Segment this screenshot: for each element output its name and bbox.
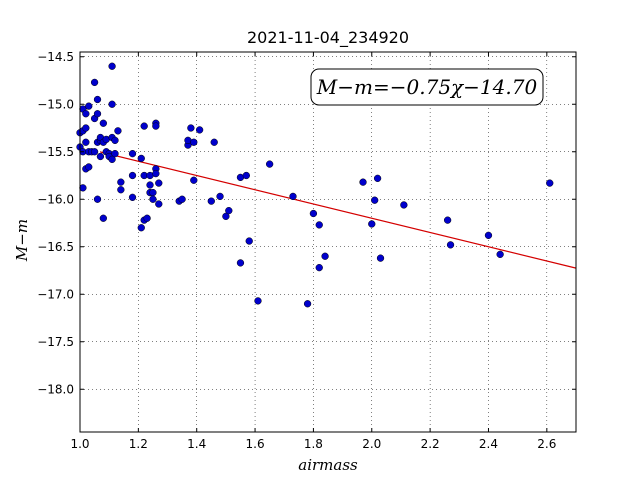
data-point: [546, 179, 554, 187]
data-point: [155, 179, 163, 187]
data-point: [85, 102, 93, 110]
x-axis-label: airmass: [298, 456, 358, 474]
y-tick-label: −15.0: [37, 97, 74, 111]
data-point: [376, 254, 385, 262]
y-axis-label: M−m: [13, 219, 31, 262]
data-point: [111, 150, 119, 158]
axis-ticks: 1.0 1.2 1.4 1.6 1.8 2.0 2.2 2.4 2.6 −14.5 −15.0 −15…: [37, 50, 576, 451]
y-tick-label: −14.5: [37, 50, 74, 64]
data-point: [484, 231, 493, 240]
data-point: [79, 184, 87, 192]
data-point: [114, 127, 122, 135]
data-point: [210, 138, 218, 146]
data-point: [117, 186, 125, 194]
data-point: [149, 188, 157, 197]
data-point: [195, 126, 204, 134]
y-tick-label: −15.5: [37, 145, 74, 159]
data-point: [93, 110, 102, 118]
data-point: [400, 201, 408, 209]
data-point: [146, 181, 154, 189]
data-point: [99, 214, 107, 222]
data-point: [496, 250, 504, 259]
x-tick-label: 1.6: [246, 437, 265, 451]
data-point: [93, 195, 102, 203]
data-point: [99, 119, 107, 127]
x-tick-label: 1.2: [129, 437, 148, 451]
data-point: [254, 297, 262, 305]
data-point: [216, 192, 224, 201]
data-point: [178, 195, 186, 203]
data-point: [85, 163, 93, 171]
data-point: [152, 122, 160, 130]
data-point: [137, 154, 145, 163]
data-point: [315, 221, 323, 229]
x-tick-label: 1.4: [187, 437, 206, 451]
data-point: [222, 212, 230, 221]
data-point: [108, 62, 116, 70]
data-point: [446, 241, 455, 249]
data-point: [96, 152, 105, 161]
data-point: [90, 148, 99, 156]
data-point: [359, 178, 367, 186]
data-point: [289, 192, 297, 201]
x-tick-label: 2.2: [421, 437, 440, 451]
data-point: [265, 160, 274, 168]
data-point: [137, 224, 145, 232]
data-point: [128, 193, 137, 202]
data-point: [90, 78, 99, 87]
fit-line: [100, 151, 577, 269]
data-point: [93, 95, 102, 104]
data-point: [190, 176, 198, 184]
y-tick-label: −16.0: [37, 192, 74, 206]
y-tick-label: −18.0: [37, 382, 74, 396]
chart-title: 2021-11-04_234920: [247, 28, 409, 48]
fit-equation-box: M−m=−0.75χ−14.70: [310, 68, 544, 106]
data-point: [111, 136, 119, 145]
data-point: [303, 300, 312, 308]
plot-frame: [79, 51, 577, 433]
data-point: [368, 220, 376, 228]
data-point: [149, 195, 157, 203]
fit-equation-frame: [310, 68, 544, 106]
data-point: [443, 216, 452, 224]
data-point: [128, 150, 137, 158]
x-tick-label: 1.8: [304, 437, 323, 451]
data-point: [128, 171, 137, 180]
data-point: [152, 169, 160, 178]
data-point: [108, 155, 116, 164]
data-point: [143, 214, 151, 222]
data-point: [117, 178, 125, 186]
data-point: [321, 252, 329, 260]
data-point: [309, 209, 318, 218]
data-point: [82, 138, 90, 146]
data-point: [242, 171, 250, 180]
fit-line-layer: [100, 151, 577, 269]
data-point: [82, 110, 90, 118]
x-tick-label: 2.0: [362, 437, 381, 451]
x-tick-label: 1.0: [70, 437, 89, 451]
data-point: [108, 100, 116, 108]
data-point: [155, 200, 163, 208]
y-tick-label: −17.0: [37, 287, 74, 301]
data-point: [190, 138, 198, 146]
data-point: [245, 237, 253, 245]
data-point: [82, 124, 90, 132]
x-tick-label: 2.6: [537, 437, 556, 451]
data-point: [236, 259, 245, 267]
data-point: [207, 197, 215, 205]
data-point: [225, 207, 233, 215]
fit-equation-text: M−m=−0.75χ−14.70: [316, 75, 538, 99]
data-point: [140, 122, 148, 130]
data-point: [315, 264, 323, 272]
data-point: [373, 174, 382, 183]
y-tick-label: −17.5: [37, 335, 74, 349]
x-tick-label: 2.4: [479, 437, 498, 451]
y-tick-label: −16.5: [37, 240, 74, 254]
data-point: [371, 196, 379, 204]
data-point: [187, 124, 195, 132]
